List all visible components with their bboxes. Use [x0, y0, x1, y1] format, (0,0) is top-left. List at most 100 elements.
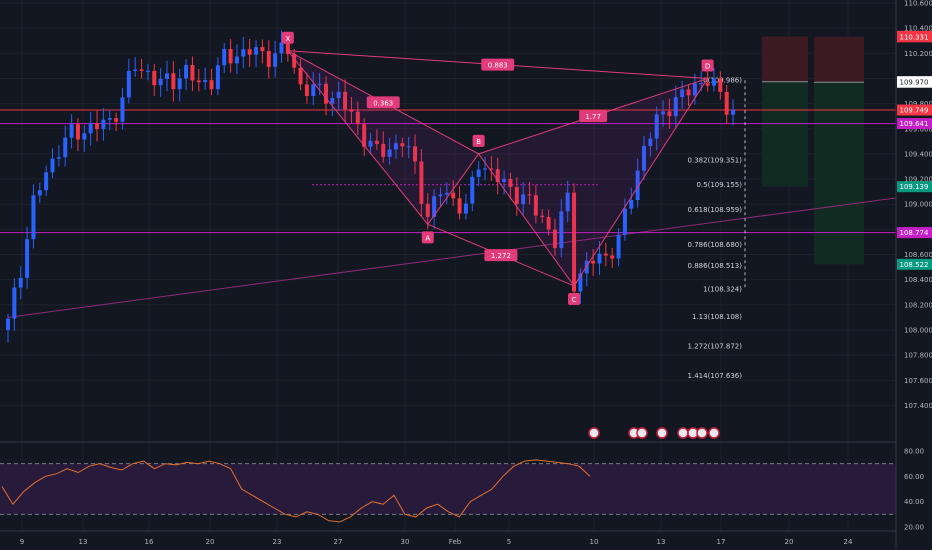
stop-loss-zone[interactable]	[762, 36, 808, 82]
xabcd-pattern[interactable]: 0.883 0.363 1.77 1.272 X A B C D	[281, 31, 714, 305]
rsi-axis[interactable]: 80.00 60.00 40.00 20.00	[904, 448, 924, 532]
rsi-tick-label: 60.00	[904, 473, 924, 481]
pattern-point-label: D	[705, 62, 710, 70]
price-badge[interactable]	[897, 118, 932, 130]
candle-down	[362, 124, 367, 147]
candle-down	[171, 73, 176, 90]
candle-up	[63, 137, 68, 158]
candle-up	[6, 318, 10, 330]
rsi-pane	[0, 459, 896, 523]
pattern-point-bg[interactable]	[281, 31, 294, 44]
price-tick-label: 110.200	[904, 50, 932, 58]
fib-level-label: 0.786(108.680)	[688, 241, 743, 249]
event-markers[interactable]	[588, 427, 720, 439]
candle-up	[476, 169, 481, 177]
candle-up	[88, 123, 93, 134]
candle-up	[673, 97, 678, 117]
position-zones[interactable]	[762, 36, 864, 265]
candle-up	[597, 253, 602, 264]
price-axis[interactable]: 110.600110.400110.200110.000109.800109.6…	[897, 0, 932, 410]
time-tick-label: 16	[145, 538, 154, 546]
pattern-leg[interactable]	[573, 78, 709, 287]
rsi-tick-label: 40.00	[904, 498, 924, 506]
candle-up	[629, 199, 634, 209]
candle-up	[126, 70, 131, 98]
candle-down	[139, 69, 144, 71]
fib-retracement[interactable]: 0(109.986) 0.382(109.351) 0.5(109.155) 0.61…	[688, 77, 746, 381]
candle-down	[610, 255, 615, 259]
candle-up	[222, 48, 227, 66]
candle-down	[514, 187, 519, 204]
price-badge[interactable]	[897, 258, 932, 270]
time-tick-label: 10	[590, 538, 599, 546]
pattern-triangle-xab[interactable]	[287, 50, 479, 225]
candle-up	[432, 196, 437, 217]
ratio-label: 0.883	[488, 62, 508, 70]
pattern-point-bg[interactable]	[472, 134, 485, 147]
candle-up	[69, 124, 74, 138]
time-axis[interactable]: 9 13 16 20 23 27 30 Feb 5 10 13 17 20 24	[20, 538, 853, 546]
time-tick-label: 13	[79, 538, 88, 546]
time-tick-label: Feb	[449, 538, 462, 546]
fib-level-label: 0(109.986)	[703, 77, 742, 85]
ratio-label-bg	[366, 96, 400, 109]
candle-up	[368, 140, 373, 147]
candle-up	[31, 195, 36, 240]
candle-down	[292, 54, 297, 68]
candle-down	[546, 217, 551, 230]
candle-up	[635, 170, 640, 200]
price-badge[interactable]	[897, 104, 932, 116]
trendline[interactable]	[7, 197, 897, 318]
candle-up	[622, 208, 627, 235]
price-badge[interactable]	[897, 227, 932, 239]
candle-up	[254, 47, 259, 55]
candle-down	[349, 109, 354, 112]
event-marker-icon[interactable]	[636, 427, 648, 439]
take-profit-zone[interactable]	[762, 81, 808, 187]
take-profit-zone[interactable]	[814, 82, 864, 265]
time-tick-label: 30	[401, 538, 410, 546]
candle-up	[584, 260, 589, 274]
event-marker-icon[interactable]	[696, 427, 708, 439]
price-tick-label: 109.600	[904, 125, 932, 133]
candle-up	[101, 119, 106, 130]
pattern-point-bg[interactable]	[701, 59, 714, 72]
event-marker-icon[interactable]	[588, 427, 600, 439]
pattern-point-bg[interactable]	[421, 231, 434, 244]
price-badge[interactable]	[897, 181, 932, 193]
price-tick-label: 108.400	[904, 276, 932, 284]
stop-loss-zone[interactable]	[814, 36, 864, 83]
pattern-point-bg[interactable]	[568, 292, 581, 305]
price-tick-label: 109.800	[904, 100, 932, 108]
pattern-leg[interactable]	[287, 50, 429, 225]
event-marker-icon[interactable]	[656, 427, 668, 439]
pattern-leg[interactable]	[478, 153, 575, 287]
rsi-tick-label: 20.00	[904, 524, 924, 532]
candle-up	[12, 287, 17, 319]
candle-down	[114, 118, 119, 122]
fib-level-label: 0.618(108.959)	[688, 206, 743, 214]
price-badge-label: 109.970	[900, 79, 929, 87]
candle-down	[298, 67, 303, 85]
pattern-leg[interactable]	[427, 153, 480, 225]
fib-level-label: 0.5(109.155)	[696, 181, 742, 189]
candle-down	[425, 203, 430, 217]
ratio-label: 0.363	[373, 99, 393, 107]
pattern-triangle-bcd[interactable]	[478, 78, 708, 286]
price-tick-label: 110.600	[904, 0, 932, 8]
candle-down	[343, 91, 348, 110]
price-badge[interactable]	[897, 76, 932, 88]
event-marker-icon[interactable]	[708, 427, 720, 439]
price-badge-label: 109.641	[900, 120, 929, 128]
candle-up	[387, 149, 392, 157]
candle-up	[463, 203, 468, 214]
candle-up	[692, 83, 697, 96]
candle-down	[419, 161, 424, 204]
event-marker-icon[interactable]	[677, 427, 689, 439]
pattern-point-label: X	[285, 35, 290, 43]
trendlines[interactable]	[7, 197, 897, 318]
price-tick-label: 110.400	[904, 25, 932, 33]
price-badge[interactable]	[897, 31, 932, 43]
time-tick-label: 9	[20, 538, 24, 546]
